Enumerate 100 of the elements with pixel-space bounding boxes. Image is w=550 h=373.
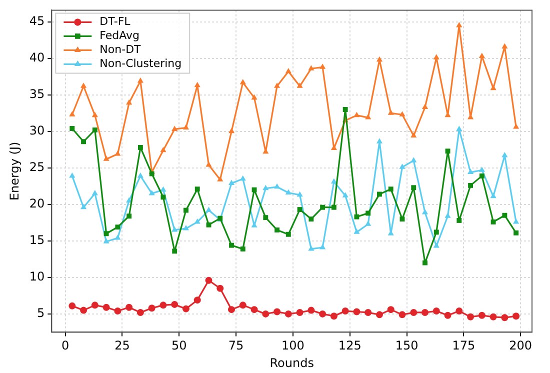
point xyxy=(422,208,428,214)
point xyxy=(308,245,314,251)
point xyxy=(388,186,394,192)
point xyxy=(456,126,462,131)
point xyxy=(398,311,406,318)
point xyxy=(148,190,155,196)
point xyxy=(366,210,371,216)
x-tick-label: 0 xyxy=(62,338,70,353)
point xyxy=(308,306,315,314)
point xyxy=(513,218,520,224)
point xyxy=(228,306,236,314)
point xyxy=(490,192,496,198)
point xyxy=(354,214,360,220)
point xyxy=(399,111,406,116)
point xyxy=(114,234,121,240)
point xyxy=(252,187,257,192)
point xyxy=(184,208,188,213)
point xyxy=(263,215,268,220)
point xyxy=(296,308,304,316)
x-tick-label: 50 xyxy=(172,338,187,353)
point xyxy=(467,313,474,320)
point xyxy=(490,219,496,224)
point xyxy=(262,184,269,190)
point xyxy=(126,214,132,219)
point xyxy=(365,114,372,120)
point xyxy=(160,302,167,309)
x-tick-label: 200 xyxy=(509,338,532,353)
point xyxy=(354,112,360,118)
point xyxy=(353,308,360,316)
point xyxy=(468,168,474,174)
x-tick-label: 75 xyxy=(228,338,244,353)
point xyxy=(81,139,86,144)
y-tick-label: 30 xyxy=(29,124,45,138)
point xyxy=(171,300,178,308)
point xyxy=(365,220,372,226)
point xyxy=(410,157,417,162)
point xyxy=(432,308,440,315)
point xyxy=(229,242,234,248)
point xyxy=(376,56,383,62)
point xyxy=(422,260,428,266)
point xyxy=(512,312,520,320)
point xyxy=(92,112,98,118)
point xyxy=(502,152,508,158)
point xyxy=(456,308,463,315)
point xyxy=(240,175,246,181)
point xyxy=(92,127,98,132)
point xyxy=(433,242,440,248)
point xyxy=(422,308,429,316)
point xyxy=(354,228,360,234)
y-tick-label: 20 xyxy=(29,196,45,211)
point xyxy=(228,128,235,134)
point xyxy=(104,231,109,236)
point xyxy=(240,246,246,252)
point xyxy=(251,94,258,100)
point xyxy=(308,216,314,222)
point xyxy=(410,308,418,316)
point xyxy=(330,312,338,320)
point xyxy=(514,230,519,236)
point xyxy=(308,65,314,70)
point xyxy=(206,206,212,212)
point xyxy=(172,226,178,232)
point xyxy=(502,212,508,218)
point xyxy=(138,144,143,150)
point xyxy=(456,218,462,223)
point xyxy=(172,248,178,254)
point xyxy=(137,78,144,83)
point xyxy=(80,82,87,88)
point xyxy=(400,216,405,222)
point xyxy=(274,228,280,232)
point xyxy=(103,156,110,161)
point xyxy=(103,238,110,244)
x-tick-label: 125 xyxy=(338,338,362,353)
point xyxy=(286,232,291,237)
point xyxy=(285,189,292,194)
point xyxy=(172,126,178,131)
x-tick-label: 150 xyxy=(395,338,418,353)
legend-label: FedAvg xyxy=(100,29,140,42)
point xyxy=(444,212,451,218)
point xyxy=(126,99,132,105)
point xyxy=(342,107,348,112)
point xyxy=(239,302,246,309)
point xyxy=(92,190,98,196)
point xyxy=(182,124,190,130)
point xyxy=(296,191,303,197)
point xyxy=(434,230,439,235)
y-axis-title: Energy (J) xyxy=(7,142,22,201)
point xyxy=(136,308,144,316)
point xyxy=(478,312,486,319)
point xyxy=(422,104,428,110)
point xyxy=(91,302,98,309)
point xyxy=(320,64,326,69)
point xyxy=(444,312,452,319)
point xyxy=(274,308,281,316)
point xyxy=(411,185,416,190)
point xyxy=(68,302,76,310)
legend-label: DT-FL xyxy=(100,15,132,28)
y-tick-label: 35 xyxy=(29,87,45,102)
point xyxy=(342,308,349,315)
x-axis-title: Rounds xyxy=(270,356,314,370)
point xyxy=(194,296,201,304)
